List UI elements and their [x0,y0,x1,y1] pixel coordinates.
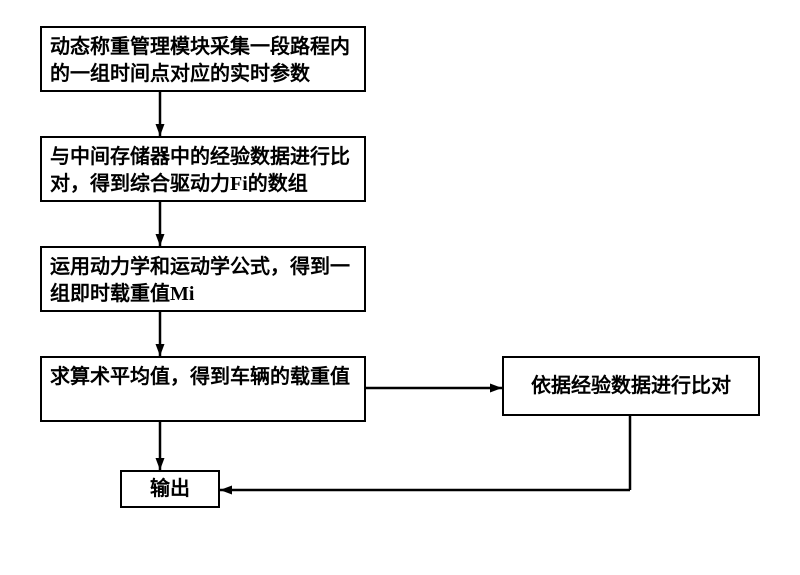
flow-node-label: 依据经验数据进行比对 [531,373,731,400]
flow-node-label: 求算术平均值，得到车辆的载重值 [50,364,350,391]
flow-node-output: 输出 [120,470,220,508]
flow-node-label: 动态称重管理模块采集一段路程内的一组时间点对应的实时参数 [50,34,356,88]
flow-node-average-load: 求算术平均值，得到车辆的载重值 [40,356,366,422]
flow-node-compare-fi: 与中间存储器中的经验数据进行比对，得到综合驱动力Fi的数组 [40,136,366,202]
flow-node-label: 运用动力学和运动学公式，得到一组即时载重值Mi [50,254,356,308]
flow-node-label: 输出 [150,476,190,503]
flowchart-canvas: 动态称重管理模块采集一段路程内的一组时间点对应的实时参数 与中间存储器中的经验数… [0,0,800,575]
flow-node-compare-experience: 依据经验数据进行比对 [502,356,760,416]
flow-node-label: 与中间存储器中的经验数据进行比对，得到综合驱动力Fi的数组 [50,144,356,198]
flow-node-compute-mi: 运用动力学和运动学公式，得到一组即时载重值Mi [40,246,366,312]
flow-node-collect-params: 动态称重管理模块采集一段路程内的一组时间点对应的实时参数 [40,26,366,92]
